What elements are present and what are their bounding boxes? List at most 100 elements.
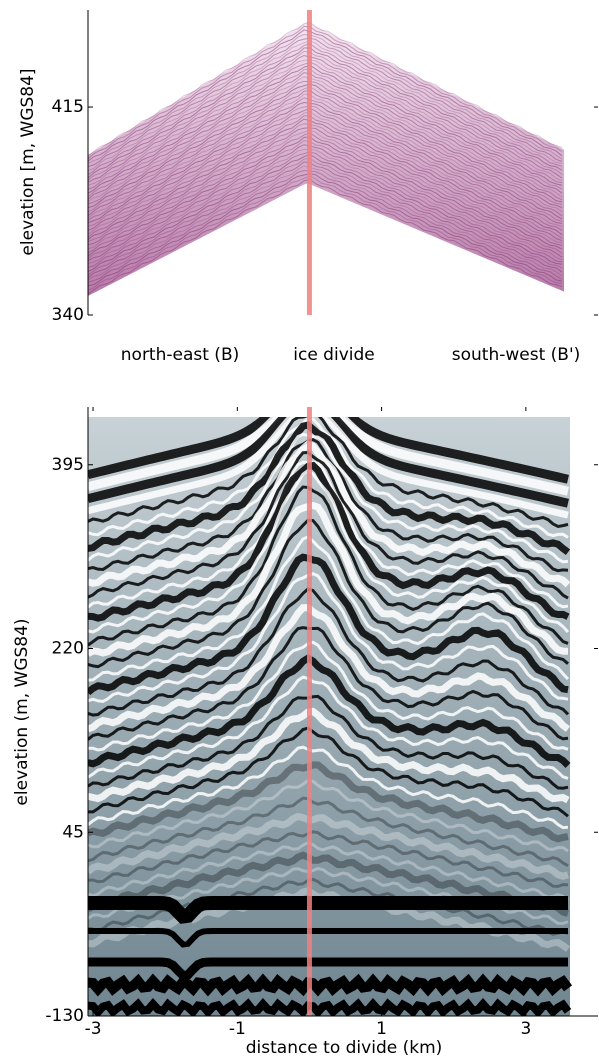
layer xyxy=(88,47,563,179)
layer xyxy=(88,127,563,246)
y-tick-label: 395 xyxy=(52,455,84,475)
y-tick-label: 220 xyxy=(52,639,84,659)
layer xyxy=(88,93,563,219)
layer xyxy=(88,76,563,202)
layer xyxy=(88,107,563,231)
y-tick-label: 415 xyxy=(52,97,84,117)
layer xyxy=(88,21,563,157)
layer xyxy=(88,59,563,186)
bed-layer xyxy=(88,957,568,981)
layer xyxy=(88,640,569,752)
layer xyxy=(88,72,563,200)
layer xyxy=(88,830,569,888)
x-axis-label: distance to divide (km) xyxy=(246,1038,443,1058)
layer xyxy=(88,151,563,268)
layer xyxy=(88,154,563,273)
layer xyxy=(88,97,563,221)
layer xyxy=(88,170,563,283)
annotation: south-west (B') xyxy=(452,345,581,365)
layer xyxy=(88,123,563,243)
layer xyxy=(88,68,563,198)
layer xyxy=(88,25,563,160)
layer xyxy=(88,779,569,853)
x-tick-label: 3 xyxy=(520,1019,531,1039)
bed-layer xyxy=(88,973,573,997)
layer xyxy=(88,841,569,902)
layer xyxy=(88,421,571,555)
layer xyxy=(88,157,563,276)
layer xyxy=(88,105,563,227)
radargram-top xyxy=(88,21,564,296)
layer xyxy=(88,175,563,291)
cover xyxy=(88,407,598,417)
layer xyxy=(88,111,563,235)
layer xyxy=(88,136,563,257)
layer xyxy=(88,83,563,209)
layer xyxy=(88,675,569,780)
layer xyxy=(88,161,563,279)
layer xyxy=(88,129,563,250)
layer xyxy=(88,485,569,647)
layer xyxy=(88,518,569,669)
layer xyxy=(88,812,570,880)
layer xyxy=(88,50,563,181)
layer xyxy=(88,102,563,224)
layer xyxy=(88,572,569,703)
y-tick-label: 340 xyxy=(52,305,84,325)
layer xyxy=(88,55,563,183)
layer xyxy=(88,139,563,260)
layer xyxy=(88,80,563,205)
layer xyxy=(88,86,563,213)
layer xyxy=(88,535,570,682)
layer xyxy=(88,61,563,190)
layer xyxy=(88,407,570,484)
layer xyxy=(88,707,570,804)
bed-layer xyxy=(88,928,568,948)
layer xyxy=(88,501,569,657)
layer xyxy=(88,33,563,164)
layer xyxy=(88,432,569,564)
layer xyxy=(88,745,569,830)
layer xyxy=(88,761,569,843)
y-axis-label: elevation (m, WGS84) xyxy=(12,618,32,805)
layer xyxy=(88,144,563,262)
x-tick-label: -1 xyxy=(229,1019,246,1039)
layer xyxy=(88,165,563,281)
layer xyxy=(88,407,569,519)
layer xyxy=(88,604,571,733)
layer xyxy=(88,851,569,917)
layer xyxy=(88,461,570,622)
y-tick-label: -130 xyxy=(45,1006,84,1026)
layer xyxy=(88,64,563,194)
layer xyxy=(88,407,570,496)
layer xyxy=(88,43,563,176)
y-tick-label: 45 xyxy=(62,822,84,842)
layer xyxy=(88,694,569,790)
annotation: north-east (B) xyxy=(121,345,239,365)
layer xyxy=(88,451,569,600)
layer xyxy=(88,132,563,254)
layer xyxy=(88,118,563,241)
layer xyxy=(88,179,563,295)
bed-layer xyxy=(88,997,572,1016)
layer xyxy=(88,115,563,238)
layer xyxy=(88,654,571,768)
layer xyxy=(88,40,563,172)
layer xyxy=(88,440,571,588)
layer xyxy=(88,726,569,818)
layer xyxy=(88,29,563,162)
radargram-bottom xyxy=(88,407,598,1016)
layer xyxy=(88,626,569,741)
bed-layer xyxy=(88,896,568,924)
layer xyxy=(88,796,569,868)
x-tick-label: 1 xyxy=(376,1019,387,1039)
layer xyxy=(88,553,569,696)
layer xyxy=(88,173,563,287)
layer xyxy=(88,89,563,217)
layer xyxy=(88,148,563,264)
layer xyxy=(88,412,569,528)
layer xyxy=(88,460,569,609)
ice-body xyxy=(88,22,564,296)
layer xyxy=(88,437,569,573)
